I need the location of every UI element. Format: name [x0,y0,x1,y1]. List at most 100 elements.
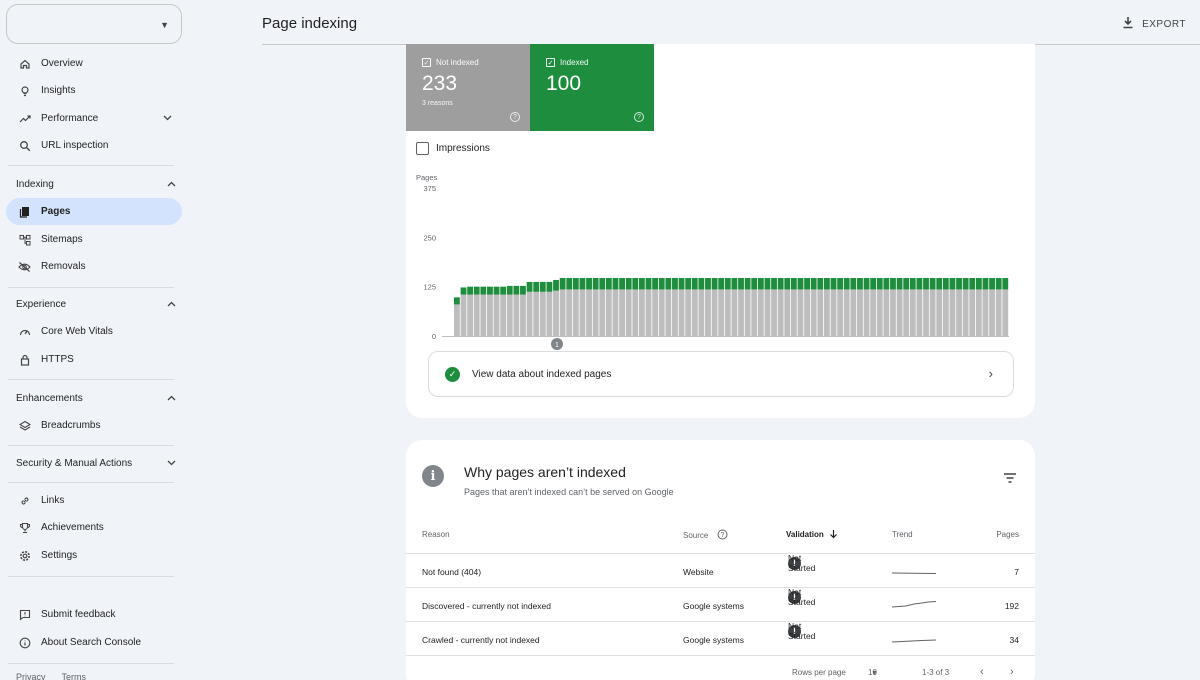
section-enhancements[interactable]: Enhancements [16,393,176,404]
lock-icon [18,353,31,366]
bar-indexed [500,286,507,295]
section-security[interactable]: Security & Manual Actions [16,458,176,469]
nav-label: Pages [41,206,71,217]
cell-pages: 7 [1014,567,1019,577]
bar-indexed [876,277,883,290]
prev-page-icon[interactable]: ‹ [980,666,984,678]
bar-not-indexed [923,289,929,336]
next-page-icon[interactable]: › [1010,666,1014,678]
annotation-marker [551,338,563,350]
table-row[interactable]: Not found (404) Website ! Not Started 7 [406,553,1035,588]
bar-indexed [539,281,546,292]
bar-indexed [995,277,1002,290]
nav-insights[interactable]: Insights [6,77,182,104]
cell-pages: 192 [1004,601,1019,611]
col-pages[interactable]: Pages [996,530,1019,539]
bar-not-indexed [526,291,533,336]
export-button[interactable]: EXPORT [1122,16,1186,32]
trend-sparkline [891,630,938,648]
nav-sitemaps[interactable]: Sitemaps [6,226,182,253]
cell-source: Google systems [683,635,744,645]
nav-links[interactable]: Links [6,487,182,514]
info-icon: i [422,465,444,487]
metric-indexed[interactable]: ✓ Indexed 100 ? [530,44,654,131]
index-summary-card: ✓ Not indexed 233 3 reasons ? ✓ Indexed 10… [406,44,1035,418]
bar-not-indexed [982,289,989,336]
section-title: Why pages aren’t indexed [464,464,626,480]
help-icon[interactable]: ? [717,529,728,542]
bar-indexed [777,277,784,290]
nav-label: Sitemaps [41,234,83,245]
divider [8,165,174,166]
y-tick-label: 0 [432,332,436,341]
bar-not-indexed [553,290,559,336]
nav-core-web-vitals[interactable]: Core Web Vitals [6,318,182,345]
annotation-label: 1 [555,342,559,349]
bar-indexed [797,277,804,290]
view-indexed-pages-link[interactable]: ✓ View data about indexed pages › [428,351,1014,397]
trophy-icon [18,521,31,534]
bar-indexed [711,277,718,290]
sidebar: ▼ Overview Insights Performance URL insp… [0,0,190,680]
bar-indexed [645,277,652,290]
nav-performance[interactable]: Performance [6,105,182,132]
nav-achievements[interactable]: Achievements [6,514,182,541]
bar-indexed [586,277,592,290]
nav-submit-feedback[interactable]: Submit feedback [6,601,182,628]
dropdown-caret-icon: ▾ [868,668,877,677]
privacy-link[interactable]: Privacy [16,672,46,680]
nav-removals[interactable]: Removals [6,253,182,280]
download-icon [1122,16,1134,32]
col-reason[interactable]: Reason [422,530,450,539]
impressions-toggle[interactable]: Impressions [416,142,490,155]
legal-links: Privacy Terms [16,672,86,680]
metric-value: 100 [546,72,582,95]
bar-indexed [784,277,791,290]
bar-not-indexed [870,289,877,336]
terms-link[interactable]: Terms [61,672,87,680]
nav-overview[interactable]: Overview [6,50,182,77]
nav-pages[interactable]: Pages [6,198,182,225]
bar-not-indexed [790,289,797,336]
bar-indexed [883,277,890,290]
bar-indexed [962,277,969,290]
bar-indexed [810,277,817,290]
alert-icon: ! [788,556,801,570]
col-validation[interactable]: Validation [786,530,824,539]
section-indexing[interactable]: Indexing [16,179,176,190]
help-icon[interactable]: ? [510,112,520,122]
col-source[interactable]: Source [683,531,709,540]
table-row[interactable]: Discovered - currently not indexed Googl… [406,587,1035,622]
table-row[interactable]: Crawled - currently not indexed Google s… [406,621,1035,656]
bar-indexed [942,277,949,290]
bar-indexed [506,285,513,295]
bar-not-indexed [962,289,969,336]
nav-https[interactable]: HTTPS [6,346,182,373]
bar-not-indexed [804,289,810,336]
sort-down-icon[interactable] [829,529,838,541]
checkbox-unchecked[interactable] [416,142,429,155]
bar-indexed [632,277,639,290]
chevron-down-icon [167,458,176,469]
nav-breadcrumbs[interactable]: Breadcrumbs [6,412,182,439]
bar-indexed [850,277,857,290]
bar-not-indexed [830,289,837,336]
help-icon[interactable]: ? [634,112,644,122]
nav-url-inspection[interactable]: URL inspection [6,132,182,159]
metric-sub: 3 reasons [422,100,453,107]
chevron-right-icon: › [988,366,993,381]
property-selector[interactable]: ▼ [6,4,182,44]
nav-settings[interactable]: Settings [6,542,182,569]
bar-indexed [817,277,824,290]
bar-not-indexed [969,289,976,336]
bar-indexed [738,277,744,290]
divider [8,445,174,446]
filter-icon[interactable] [1003,470,1017,488]
bar-not-indexed [685,289,692,336]
bar-not-indexed [771,289,777,336]
section-experience[interactable]: Experience [16,299,176,310]
nav-about[interactable]: About Search Console [6,629,182,656]
nav-label: URL inspection [41,140,109,151]
bar-not-indexed [1002,289,1009,336]
metric-not-indexed[interactable]: ✓ Not indexed 233 3 reasons ? [406,44,530,131]
